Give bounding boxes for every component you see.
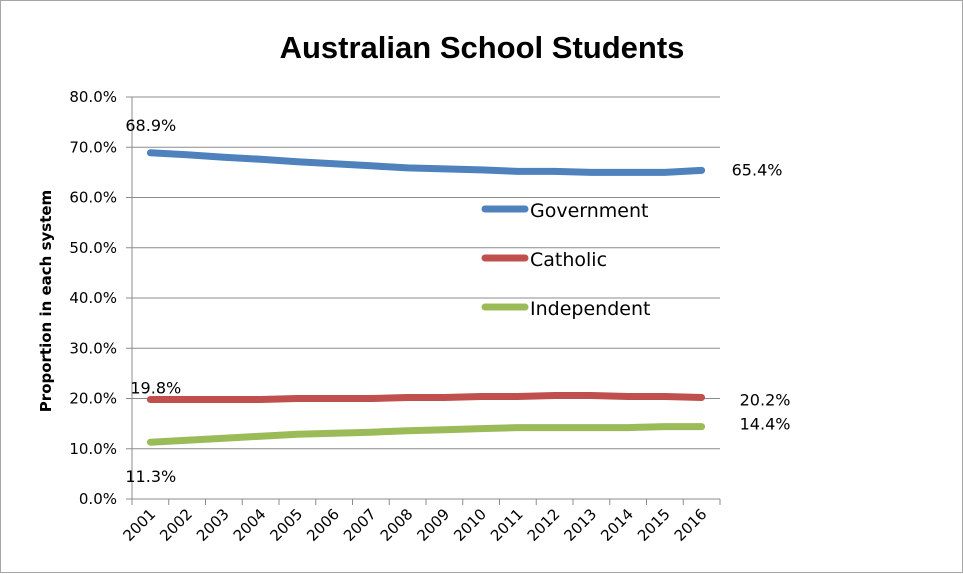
- x-tick-label: 2011: [487, 505, 527, 545]
- x-tick-label: 2013: [560, 505, 600, 545]
- x-tick-label: 2015: [634, 505, 674, 545]
- data-label-start-catholic: 19.8%: [130, 379, 181, 398]
- legend-label-government: Government: [530, 200, 649, 222]
- y-tick-label: 0.0%: [79, 490, 117, 508]
- series-line-independent: [146, 423, 706, 446]
- y-tick-label: 10.0%: [69, 440, 117, 458]
- x-tick-label: 2014: [597, 505, 637, 545]
- x-tick-label: 2005: [266, 505, 306, 545]
- chart-title: Australian School Students: [280, 30, 685, 65]
- x-tick-label: 2010: [450, 505, 490, 545]
- x-tick-label: 2012: [524, 505, 564, 545]
- y-axis-label: Proportion in each system: [37, 190, 55, 412]
- data-labels: 68.9% 65.4% 19.8% 20.2% 11.3% 14.4%: [125, 116, 790, 486]
- series-line-catholic: [146, 392, 706, 403]
- data-label-start-independent: 11.3%: [125, 467, 176, 486]
- data-label-end-independent: 14.4%: [740, 415, 791, 434]
- y-tick-label: 70.0%: [69, 138, 117, 156]
- series-lines: [146, 149, 706, 446]
- series-line-government: [146, 149, 706, 176]
- x-tick-label: 2008: [377, 505, 417, 545]
- x-tick-label: 2016: [671, 505, 711, 545]
- y-tick-label: 30.0%: [69, 339, 117, 357]
- legend: Government Catholic Independent: [481, 200, 650, 320]
- x-tick-label: 2002: [156, 505, 196, 545]
- x-tick-label: 2009: [413, 505, 453, 545]
- data-label-end-government: 65.4%: [732, 160, 783, 179]
- y-tick-label: 60.0%: [69, 189, 117, 207]
- x-tick-label: 2007: [340, 505, 380, 545]
- legend-label-independent: Independent: [530, 298, 650, 320]
- y-tick-label: 40.0%: [69, 289, 117, 307]
- x-tick-label: 2006: [303, 505, 343, 545]
- legend-label-catholic: Catholic: [530, 249, 607, 271]
- x-tick-label: 2003: [193, 505, 233, 545]
- x-tick-label: 2004: [230, 505, 270, 545]
- x-tick-label: 2001: [119, 505, 159, 545]
- y-tick-label: 20.0%: [69, 390, 117, 408]
- y-tick-label: 80.0%: [69, 88, 117, 106]
- y-tick-label: 50.0%: [69, 239, 117, 257]
- data-label-start-government: 68.9%: [125, 116, 176, 135]
- data-label-end-catholic: 20.2%: [740, 390, 791, 409]
